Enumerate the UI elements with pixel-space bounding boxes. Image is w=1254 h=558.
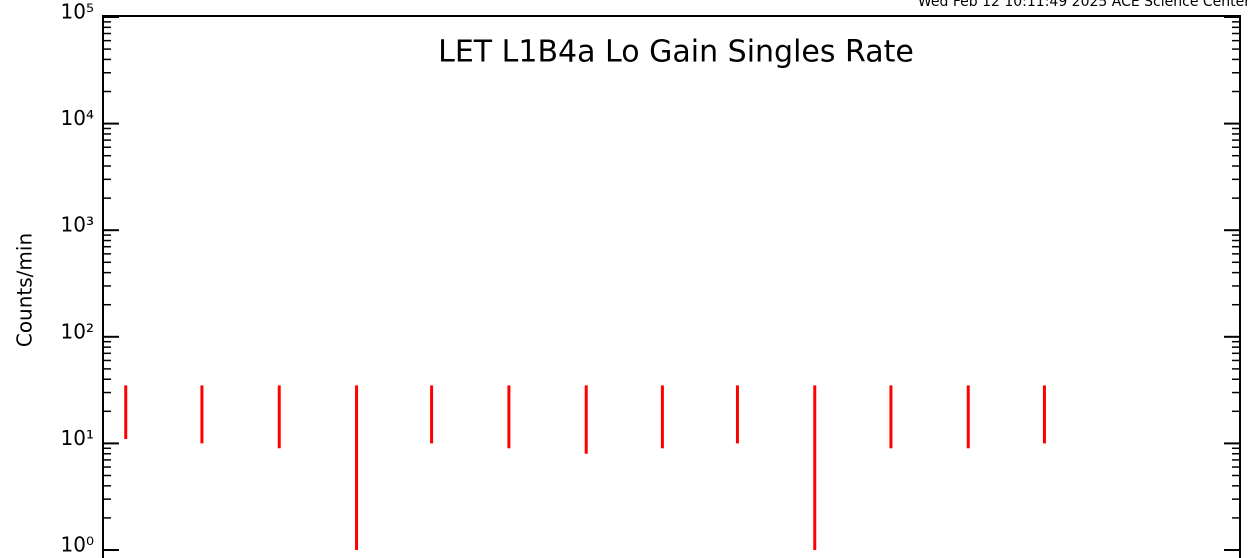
chart-title: LET L1B4a Lo Gain Singles Rate xyxy=(438,35,914,70)
y-tick-label: 10⁰ xyxy=(61,533,94,557)
y-axis-label: Counts/min xyxy=(13,233,37,347)
header: Wed Feb 12 10:11:49 2025 ACE Science Cen… xyxy=(918,0,1250,10)
y-tick-label: 10³ xyxy=(61,213,94,237)
y-tick-label: 10⁴ xyxy=(61,106,94,130)
y-tick-label: 10¹ xyxy=(61,426,94,450)
y-tick-label: 10² xyxy=(61,319,94,343)
plot-frame xyxy=(102,15,1241,558)
y-tick-label: 10⁵ xyxy=(61,0,94,24)
